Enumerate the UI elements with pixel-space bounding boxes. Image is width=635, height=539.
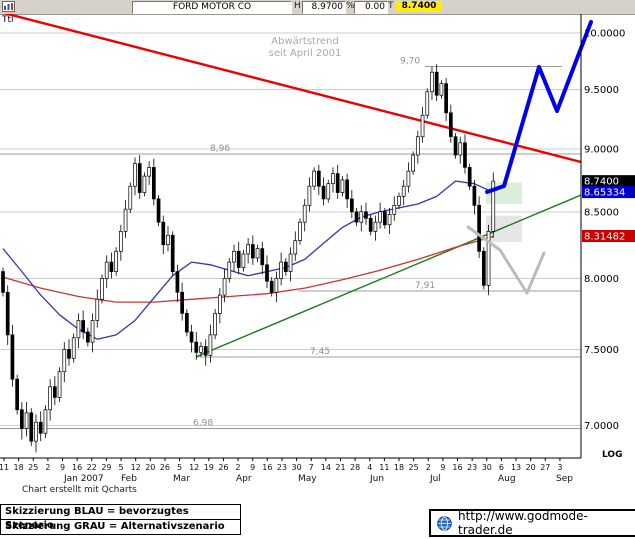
symbol-title-field[interactable]: FORD MOTOR CO [132, 1, 292, 14]
trade-label: T [388, 1, 394, 11]
svg-text:Apr: Apr [236, 474, 252, 484]
scenario-legend: Skizzierung BLAU = bevorzugtes Szenario … [0, 504, 241, 535]
svg-text:9: 9 [440, 463, 445, 472]
high-value-field: 8.9700 [302, 1, 346, 14]
svg-text:5: 5 [118, 463, 123, 472]
svg-text:Sep: Sep [556, 474, 573, 484]
y-axis: 10.0000 9.5000 9.0000 8.5000 8.0000 7.5000 7.0… [584, 29, 625, 461]
website-url[interactable]: http://www.godmode-trader.de [458, 509, 588, 537]
svg-text:20: 20 [145, 463, 155, 472]
scenario-blue-line[interactable] [485, 20, 593, 194]
svg-text:28: 28 [350, 463, 360, 472]
svg-text:Jan 2007: Jan 2007 [63, 474, 104, 484]
downtrend-line[interactable] [0, 14, 582, 164]
pane-label: Ttl [2, 15, 14, 25]
svg-text:23: 23 [467, 463, 477, 472]
svg-text:29: 29 [101, 463, 111, 472]
svg-text:7,45: 7,45 [310, 347, 330, 357]
chart-frame [0, 14, 582, 459]
svg-text:13: 13 [511, 463, 521, 472]
svg-text:Feb: Feb [121, 474, 137, 484]
svg-text:7.0000: 7.0000 [584, 421, 619, 432]
downtrend-annotation-line1: Abwärtstrend [271, 36, 339, 47]
svg-text:10.0000: 10.0000 [584, 29, 625, 40]
svg-text:20: 20 [526, 463, 536, 472]
svg-text:8.7400: 8.7400 [584, 177, 619, 188]
downtrend-annotation-line2: seit April 2001 [268, 48, 342, 59]
svg-text:Mar: Mar [173, 474, 190, 484]
svg-text:16: 16 [262, 463, 272, 472]
svg-text:8.65334: 8.65334 [584, 188, 625, 199]
svg-text:Aug: Aug [498, 474, 516, 484]
svg-text:12: 12 [189, 463, 199, 472]
svg-text:16: 16 [72, 463, 82, 472]
svg-text:26: 26 [160, 463, 170, 472]
price-chart[interactable]: 10.0000 9.5000 9.0000 8.5000 8.0000 7.5000 7.0… [0, 14, 635, 484]
candles [1, 64, 496, 453]
svg-text:8.0000: 8.0000 [584, 274, 619, 285]
svg-text:30: 30 [482, 463, 492, 472]
svg-text:Jun: Jun [369, 474, 384, 484]
svg-text:7.5000: 7.5000 [584, 345, 619, 356]
chart-credit: Chart erstellt mit Qcharts [22, 485, 137, 495]
website-link-box[interactable]: http://www.godmode-trader.de [429, 509, 635, 537]
percent-label: % [346, 1, 355, 11]
percent-value-field: 0.00 [354, 1, 388, 14]
svg-text:30: 30 [292, 463, 302, 472]
svg-text:9: 9 [60, 463, 65, 472]
level-labels: 9,70 8,96 7,91 7,45 6,98 [193, 57, 435, 429]
svg-text:7: 7 [309, 463, 314, 472]
svg-text:5: 5 [177, 463, 182, 472]
globe-icon [437, 515, 452, 531]
uptrend-line[interactable] [195, 194, 582, 358]
svg-text:6,98: 6,98 [193, 418, 213, 428]
downtrend-annotation: Abwärtstrend seit April 2001 [250, 36, 360, 60]
quote-toolbar: FORD MOTOR CO H 8.9700 % 0.00 T 8.7400 [0, 0, 635, 15]
high-label: H [294, 1, 301, 11]
svg-text:8,96: 8,96 [210, 144, 230, 154]
svg-text:14: 14 [321, 463, 331, 472]
svg-text:23: 23 [277, 463, 287, 472]
svg-text:22: 22 [87, 463, 97, 472]
x-axis: 11 18 25 2 9 16 22 29 5 12 20 26 5 12 19 26 2 9 16 23 30 7 14 2… [0, 458, 573, 484]
svg-text:16: 16 [452, 463, 462, 472]
svg-text:11: 11 [379, 463, 389, 472]
svg-text:4: 4 [367, 463, 372, 472]
svg-text:9.5000: 9.5000 [584, 85, 619, 96]
grid-lines [0, 32, 581, 426]
svg-text:7,91: 7,91 [415, 281, 435, 291]
svg-text:8.31482: 8.31482 [584, 232, 625, 243]
svg-text:19: 19 [204, 463, 214, 472]
ma-slow-line [2, 235, 494, 303]
svg-text:9: 9 [250, 463, 255, 472]
svg-text:May: May [298, 474, 317, 484]
svg-text:25: 25 [409, 463, 419, 472]
svg-text:2: 2 [426, 463, 431, 472]
svg-text:LOG: LOG [602, 450, 622, 460]
chart-window-icon [2, 1, 15, 12]
scenario-gray-line[interactable] [466, 225, 546, 295]
svg-text:9.0000: 9.0000 [584, 144, 619, 155]
svg-text:3: 3 [557, 463, 562, 472]
svg-text:8.5000: 8.5000 [584, 207, 619, 218]
svg-text:Jul: Jul [429, 474, 441, 484]
svg-text:6: 6 [499, 463, 504, 472]
svg-text:9,70: 9,70 [400, 57, 420, 67]
svg-text:21: 21 [335, 463, 345, 472]
ma-fast-line [2, 180, 494, 340]
svg-text:26: 26 [218, 463, 228, 472]
svg-text:2: 2 [45, 463, 50, 472]
svg-text:25: 25 [28, 463, 38, 472]
legend-blue-scenario: Skizzierung BLAU = bevorzugtes Szenario [0, 504, 241, 531]
svg-text:27: 27 [540, 463, 550, 472]
svg-text:2: 2 [236, 463, 241, 472]
legend-gray-scenario: Skizzierung GRAU = Alternativszenario [0, 519, 241, 535]
svg-text:11: 11 [0, 463, 9, 472]
svg-text:18: 18 [14, 463, 24, 472]
svg-text:18: 18 [394, 463, 404, 472]
last-price-field: 8.7400 [396, 1, 442, 12]
svg-text:12: 12 [131, 463, 141, 472]
